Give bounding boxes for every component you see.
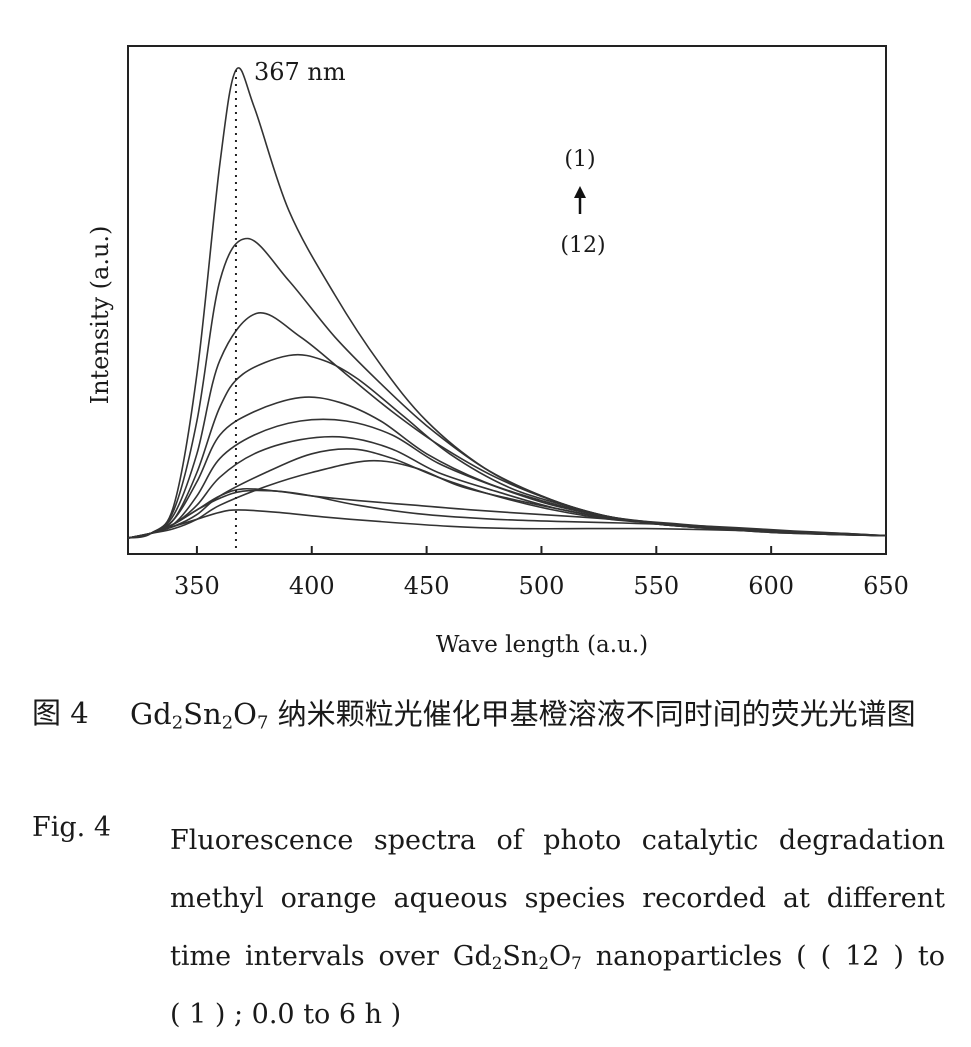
x-axis-label: Wave length (a.u.)	[436, 632, 648, 658]
caption-cn-gd: Gd	[130, 697, 172, 731]
x-tick-label: 500	[519, 572, 565, 600]
series-line-8	[127, 448, 887, 539]
caption-en-line2: methyl orange aqueous species recorded a…	[170, 883, 945, 914]
caption-en-label: Fig. 4	[32, 812, 111, 843]
x-tick-label: 350	[174, 572, 220, 600]
caption-cn-sub: 2	[171, 712, 184, 734]
y-axis-label: Intensity (a.u.)	[86, 226, 114, 405]
series-line-11	[127, 489, 887, 539]
caption-cn-body: 纳米颗粒光催化甲基橙溶液不同时间的荧光光谱图	[268, 697, 916, 731]
plot-frame	[127, 45, 887, 555]
caption-cn-sn: Sn	[183, 697, 222, 731]
caption-en-line3: time intervals over Gd2Sn2O7 nanoparticl…	[170, 941, 945, 974]
series-line-5	[127, 396, 887, 539]
x-tick-label: 450	[404, 572, 450, 600]
caption-cn-o: O	[233, 697, 257, 731]
x-tick-label: 400	[289, 572, 335, 600]
series-line-12	[127, 509, 887, 539]
caption-cn-sub: 7	[256, 712, 269, 734]
caption-en-line1: Fluorescence spectra of photo catalytic …	[170, 825, 945, 856]
caption-cn-label: 图 4	[32, 696, 89, 730]
x-tick-label: 550	[633, 572, 679, 600]
x-ticks: 350 400 450 500 550 600 650	[174, 546, 909, 600]
caption-cn-text: Gd2Sn2O7 纳米颗粒光催化甲基橙溶液不同时间的荧光光谱图	[130, 690, 950, 738]
peak-label: 367 nm	[254, 58, 346, 86]
x-tick-label: 650	[863, 572, 909, 600]
series-line-2	[127, 237, 887, 539]
arrow-up-icon	[574, 186, 586, 214]
caption-en-text: Fluorescence spectra of photo catalytic …	[170, 812, 945, 1044]
x-tick-label: 600	[748, 572, 794, 600]
caption-cn-sub: 2	[221, 712, 234, 734]
arrow-bottom-label: (12)	[560, 233, 605, 258]
series-line-3	[127, 312, 887, 539]
fluorescence-chart: 350 400 450 500 550 600 650 367 nm (1) (12) Wa…	[86, 45, 909, 658]
series-line-1	[127, 67, 887, 539]
arrow-top-label: (1)	[564, 147, 595, 172]
caption-en-line4: ( 1 ) ; 0.0 to 6 h )	[170, 999, 402, 1030]
series-group	[127, 67, 887, 539]
